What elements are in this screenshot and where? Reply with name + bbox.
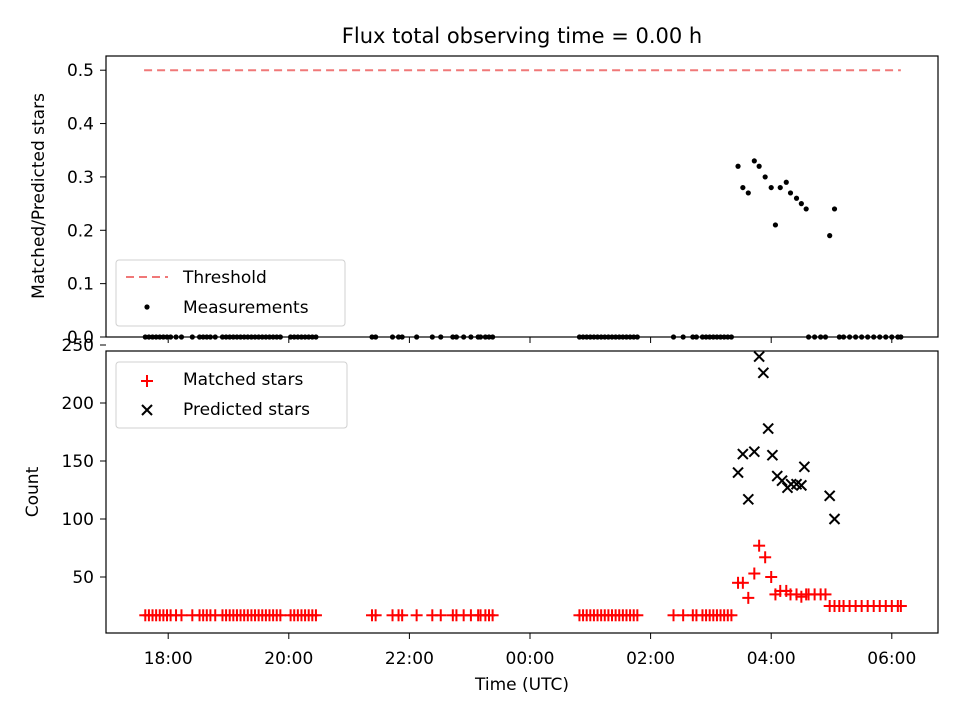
top-y-tick-label: 0.5	[67, 61, 94, 81]
matched-star-point	[175, 609, 188, 622]
measurement-point	[751, 158, 757, 164]
predicted-star-point	[828, 513, 841, 525]
legend-predicted-label: Predicted stars	[183, 400, 310, 420]
measurement-point	[745, 190, 751, 196]
predicted-star-point	[823, 490, 836, 502]
bottom-y-tick-label: 200	[62, 394, 94, 414]
matched-star-point	[819, 588, 832, 601]
matched-star-point	[434, 609, 447, 622]
bottom-x-tick-label: 02:00	[626, 649, 675, 669]
legend-threshold-label: Threshold	[182, 268, 267, 288]
predicted-star-point	[732, 466, 744, 479]
measurement-point	[783, 179, 789, 185]
legend-measurements-label: Measurements	[183, 298, 309, 318]
matched-star-point	[765, 571, 778, 583]
matched-star-point	[748, 567, 761, 580]
matched-star-point	[486, 609, 499, 622]
legend-matched-label: Matched stars	[183, 370, 303, 390]
top-y-tick-label: 0.1	[67, 275, 94, 295]
measurement-point	[831, 206, 838, 212]
top-plot-frame	[105, 55, 939, 338]
measurement-point	[803, 206, 809, 212]
bottom-legend-box	[115, 361, 348, 429]
bottom-y-axis-label: Count	[23, 466, 43, 517]
matched-star-point	[736, 576, 749, 589]
predicted-star-point	[757, 367, 770, 379]
predicted-star-point	[737, 448, 749, 460]
bottom-y-tick-label: 50	[72, 568, 94, 588]
bottom-legend: Matched stars Predicted stars	[115, 361, 348, 429]
top-y-tick-label: 0.2	[67, 221, 94, 241]
bottom-y-tick-label: 150	[62, 452, 94, 472]
matched-star-point	[631, 609, 644, 622]
top-y-axis-label: Matched/Predicted stars	[29, 93, 49, 299]
bottom-panel: Count Time (UTC) 50 100 150 200 250 18:00 20:…	[23, 336, 939, 695]
chart-title: Flux total observing time = 0.00 h	[342, 24, 702, 48]
bottom-plot-frame	[105, 350, 939, 634]
predicted-star-point	[742, 493, 754, 505]
matched-star-point	[742, 591, 755, 604]
bottom-y-ticks: 50 100 150 200 250	[62, 336, 106, 588]
bottom-x-tick-label: 20:00	[264, 649, 313, 669]
predicted-star-point	[798, 461, 811, 473]
predicted-star-point	[776, 475, 788, 487]
measurement-point	[768, 184, 774, 191]
bottom-x-ticks: 18:00 20:00 22:00 00:00 02:00 04:00 06:00	[144, 633, 916, 669]
bottom-plot-marks	[139, 350, 907, 622]
top-legend-box	[115, 259, 346, 327]
matched-star-point	[753, 539, 766, 552]
measurement-point	[772, 222, 779, 228]
predicted-star-point	[762, 422, 774, 435]
top-y-tick-label: 0.0	[67, 328, 94, 348]
top-y-tick-label: 0.3	[67, 168, 94, 188]
measurement-point	[827, 233, 833, 239]
legend-matched-swatch	[141, 375, 153, 387]
bottom-x-tick-label: 06:00	[867, 649, 916, 669]
measurement-point	[798, 201, 804, 207]
bottom-x-tick-label: 22:00	[385, 649, 434, 669]
top-y-ticks: 0.0 0.1 0.2 0.3 0.4 0.5	[67, 61, 106, 348]
legend-predicted-swatch	[141, 404, 153, 416]
measurement-point	[777, 184, 783, 191]
top-legend: Threshold Measurements	[115, 259, 346, 327]
predicted-star-point	[748, 446, 761, 458]
predicted-star-point	[753, 350, 765, 363]
top-y-tick-label: 0.4	[67, 115, 94, 135]
measurement-point	[740, 184, 746, 191]
matched-star-point	[309, 609, 322, 622]
measurement-point	[735, 163, 741, 169]
measurement-point	[762, 174, 768, 180]
matched-star-point	[274, 609, 287, 622]
bottom-y-tick-label: 250	[62, 336, 94, 356]
measurement-point	[756, 163, 762, 169]
matched-star-point	[894, 600, 907, 612]
predicted-star-point	[795, 479, 808, 492]
bottom-x-tick-label: 04:00	[747, 649, 796, 669]
matched-star-point	[725, 609, 738, 622]
measurement-point	[793, 195, 800, 201]
predicted-star-point	[766, 449, 779, 461]
x-axis-label: Time (UTC)	[474, 675, 569, 695]
matched-star-point	[396, 609, 409, 622]
matched-star-point	[759, 551, 772, 564]
bottom-x-tick-label: 18:00	[144, 649, 193, 669]
bottom-x-tick-label: 00:00	[506, 649, 555, 669]
top-panel: Flux total observing time = 0.00 h Match…	[29, 24, 939, 348]
legend-measurements-swatch	[144, 304, 150, 310]
bottom-y-tick-label: 100	[62, 510, 94, 530]
matched-star-point	[369, 609, 382, 622]
matched-star-point	[410, 609, 423, 622]
measurement-point	[787, 190, 794, 196]
